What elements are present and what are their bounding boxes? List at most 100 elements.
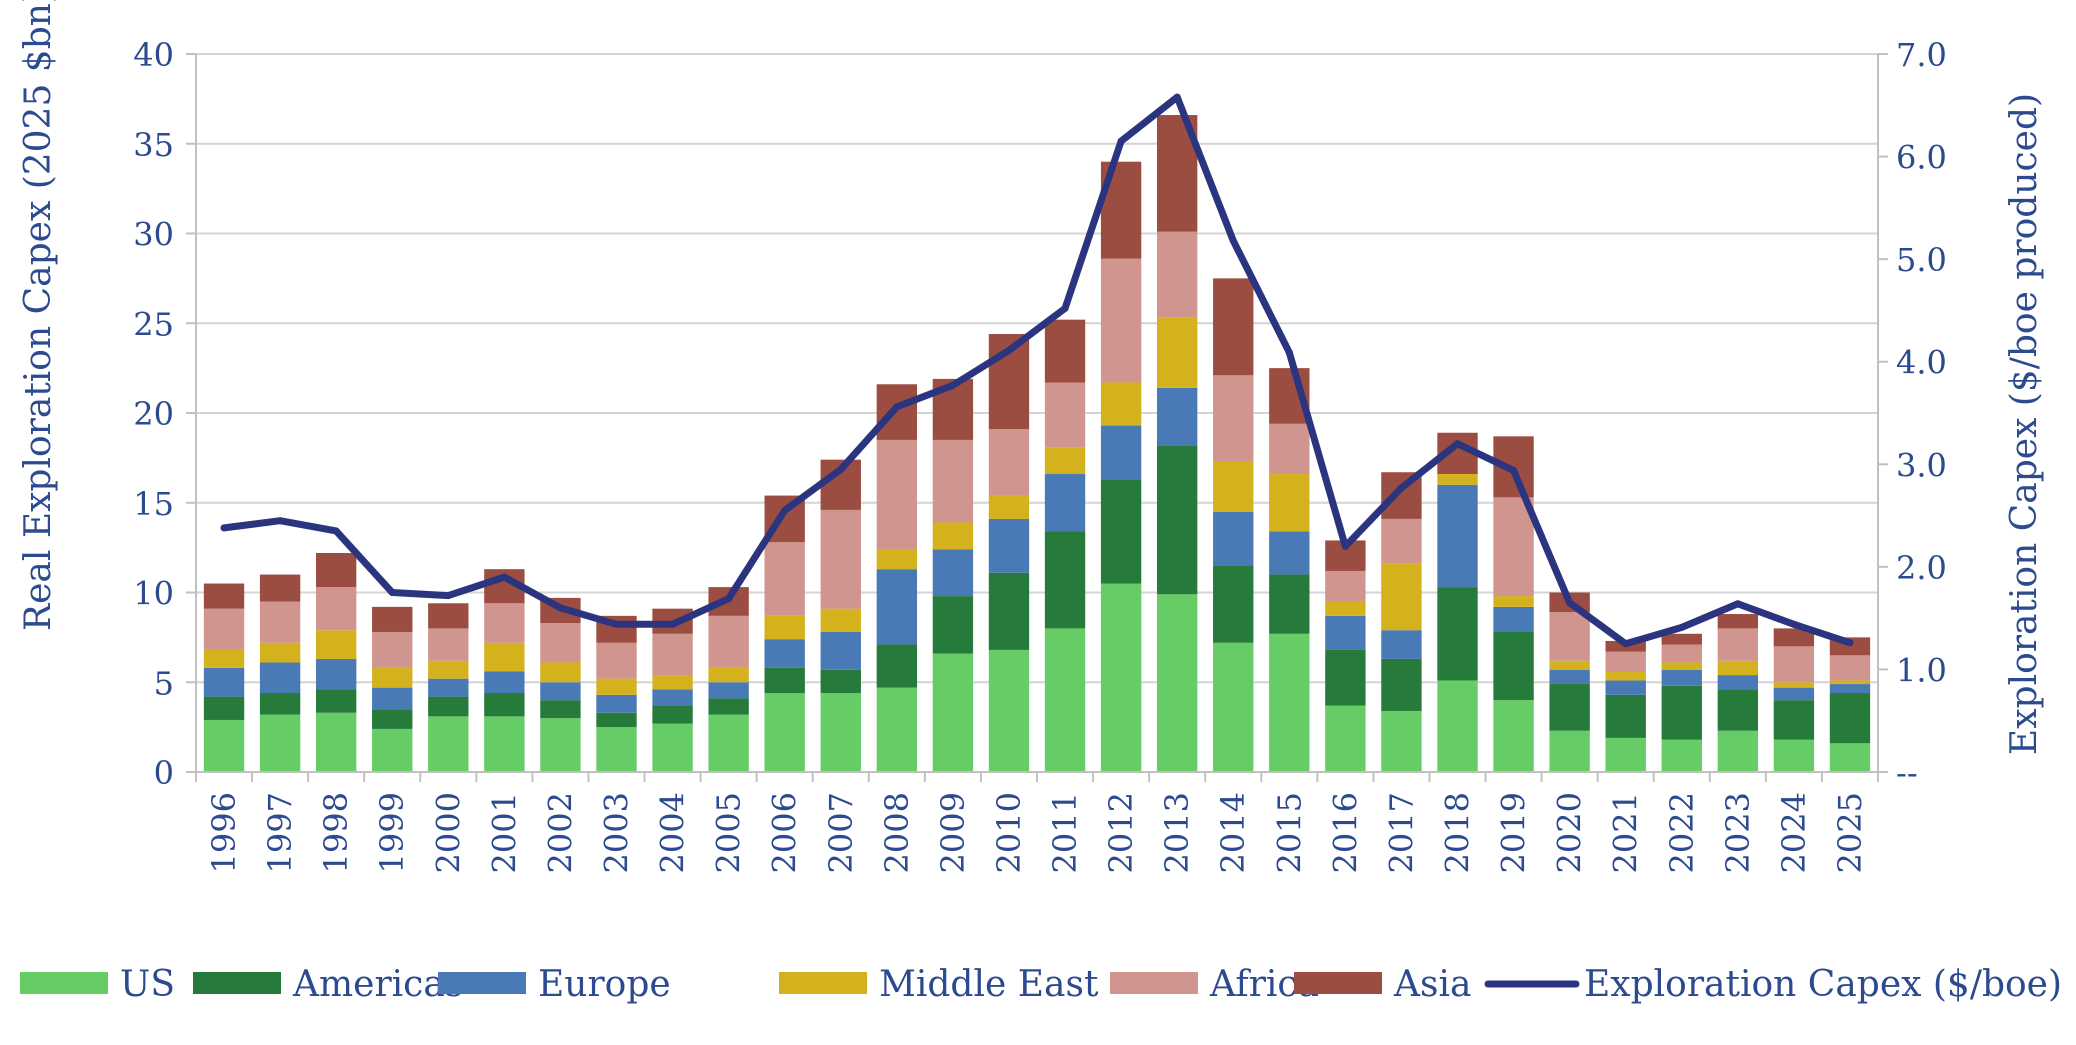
bar-segment-americas [820, 669, 861, 694]
bar-segment-us [764, 693, 805, 772]
bar-segment-europe [1044, 474, 1086, 532]
bar-segment-africa [1044, 382, 1086, 448]
bar-segment-middle-east [1325, 601, 1366, 616]
line-point [556, 604, 564, 612]
bar-segment-asia [315, 553, 357, 588]
bar-segment-middle-east [259, 642, 301, 663]
bar-segment-us [708, 714, 749, 772]
line-point [669, 620, 677, 628]
line-point [332, 527, 340, 535]
legend-swatch-americas [193, 972, 281, 994]
bar-segment-americas [484, 693, 525, 717]
bar-segment-asia [259, 574, 301, 602]
bar-segment-africa [484, 603, 525, 643]
line-point [1229, 237, 1237, 245]
bar-segment-europe [596, 694, 637, 713]
y2-axis-label: Exploration Capex ($/boe produced) [2004, 93, 2045, 755]
x-tick-label: 2019 [1495, 792, 1533, 873]
bar-segment-africa [820, 509, 861, 609]
legend-swatch-us [20, 972, 108, 994]
x-tick-label: 2011 [1046, 792, 1084, 873]
bar-segment-europe [1100, 425, 1142, 480]
y2-tick-label: 1.0 [1896, 651, 1947, 689]
bar-segment-africa [203, 608, 245, 650]
x-tick-label: 2025 [1831, 792, 1869, 873]
x-tick-label: 2005 [710, 792, 748, 873]
bar-segment-middle-east [1829, 680, 1871, 685]
legend-label: Europe [538, 964, 671, 1005]
x-tick-label: 2004 [654, 792, 692, 873]
bar-segment-us [1493, 700, 1534, 772]
legend-swatch-africa [1110, 972, 1198, 994]
legend-swatch-middle-east [779, 972, 867, 994]
bar-segment-africa [1156, 231, 1198, 318]
bar-segment-middle-east [1549, 660, 1590, 670]
y-tick-label: 25 [133, 305, 174, 343]
stacked-bars [203, 115, 1871, 772]
legend-label: Exploration Capex ($/boe) [1584, 964, 2062, 1005]
bar-segment-americas [1213, 565, 1254, 643]
gridlines [196, 53, 1878, 684]
bar-segment-europe [988, 518, 1030, 573]
y-axis-label: Real Exploration Capex (2025 $bn) [18, 0, 59, 631]
bar-segment-africa [1549, 612, 1590, 661]
bar-segment-middle-east [988, 495, 1030, 519]
line-point [1285, 348, 1293, 356]
y2-tick-label: 7.0 [1896, 36, 1947, 74]
bar-segment-americas [1661, 685, 1702, 740]
x-tick-label: 2014 [1214, 792, 1252, 873]
bar-segment-americas [1100, 479, 1142, 584]
bar-segment-africa [1773, 646, 1815, 683]
bar-segment-americas [876, 644, 918, 688]
line-point [949, 381, 957, 389]
x-tick-label: 2010 [990, 792, 1028, 873]
bar-segment-europe [820, 631, 861, 670]
bar-segment-europe [259, 662, 301, 694]
bar-segment-asia [1717, 614, 1759, 629]
bar-segment-americas [1549, 684, 1590, 731]
line-point [613, 620, 620, 628]
y2-tick-label: 3.0 [1896, 446, 1947, 484]
bar-segment-middle-east [203, 649, 245, 668]
bar-segment-americas [1605, 694, 1646, 738]
bar-segment-asia [203, 583, 245, 609]
bar-segment-us [652, 723, 693, 772]
x-tick-label: 2012 [1102, 792, 1140, 873]
bar-segment-asia [372, 606, 413, 632]
bar-segment-europe [1493, 606, 1534, 632]
x-tick-label: 2008 [878, 792, 916, 873]
y-tick-label: 20 [133, 395, 174, 433]
x-tick-label: 2002 [541, 792, 579, 873]
bar-segment-africa [1493, 497, 1534, 597]
line-point [725, 595, 733, 603]
bar-segment-europe [876, 569, 918, 645]
legend-swatch-europe [438, 972, 526, 994]
bar-segment-us [1156, 594, 1198, 772]
bar-segment-africa [1325, 570, 1366, 602]
bar-segment-us [1661, 739, 1702, 772]
bar-segment-europe [372, 687, 413, 710]
line-point [1117, 137, 1125, 145]
bar-segment-europe [1381, 630, 1422, 659]
y-tick-label: 5 [154, 664, 174, 702]
bar-segment-africa [988, 429, 1030, 496]
bar-segment-asia [1213, 278, 1254, 376]
bar-segment-africa [372, 631, 413, 668]
bar-segment-us [259, 714, 301, 772]
bar-segment-americas [708, 698, 749, 715]
line-point [837, 465, 845, 473]
line-point [444, 592, 452, 600]
bar-segment-europe [1661, 669, 1702, 686]
y-tick-label: 30 [133, 216, 174, 254]
bar-segment-europe [708, 682, 749, 699]
bar-segment-middle-east [1773, 682, 1815, 688]
bar-segment-africa [652, 633, 693, 676]
bar-segment-americas [1829, 693, 1871, 744]
bar-segment-africa [1829, 655, 1871, 681]
bar-segment-us [932, 653, 974, 772]
bar-segment-middle-east [540, 662, 581, 683]
bar-segment-middle-east [1661, 662, 1702, 670]
bar-segment-asia [1661, 633, 1702, 645]
x-tick-label: 1999 [373, 792, 411, 873]
y2-tick-label: 5.0 [1896, 241, 1947, 279]
